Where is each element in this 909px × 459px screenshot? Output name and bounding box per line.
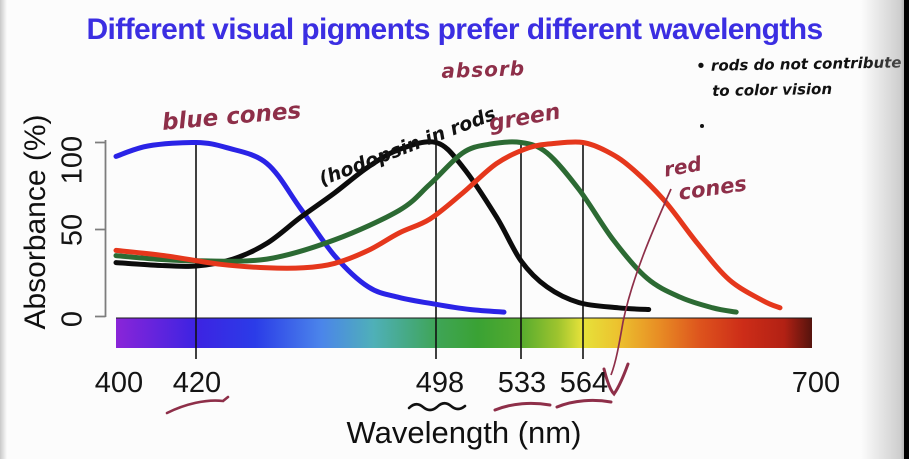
curve-red-cones	[113, 139, 783, 311]
spectrum-bar	[116, 318, 812, 348]
checkmark-564	[602, 362, 630, 397]
curve-green-cones	[113, 139, 739, 315]
x-tick-564: 564	[559, 367, 609, 399]
absorb-annotation: absorb	[441, 56, 526, 83]
right-edge-bar	[904, 0, 909, 459]
x-tick-498: 498	[415, 367, 465, 399]
right-edge-shade	[861, 0, 909, 459]
red-cones-pointer-line	[610, 188, 672, 376]
y-tick-50: 50	[56, 213, 89, 247]
peak-lines	[195, 142, 584, 359]
pigment-curves	[113, 139, 783, 315]
x-tick-420: 420	[172, 367, 222, 399]
y-axis	[95, 140, 107, 318]
rods-note-line2: to color vision	[712, 79, 833, 100]
underline-533	[493, 401, 552, 412]
underline-564	[555, 398, 613, 409]
x-tick-700: 700	[791, 367, 841, 399]
x-tick-400: 400	[94, 367, 144, 399]
squiggle-498	[407, 401, 467, 412]
curve-blue-cones	[113, 139, 507, 315]
underline-420	[165, 395, 230, 415]
y-tick-0: 0	[56, 310, 89, 328]
y-tick-100: 100	[56, 135, 89, 185]
x-axis-label: Wavelength (nm)	[346, 415, 582, 450]
y-axis-label: Absorbance (%)	[19, 114, 52, 330]
slide-title: Different visual pigments prefer differe…	[86, 13, 823, 46]
note-dot	[700, 124, 704, 128]
left-edge-shade	[0, 0, 7, 459]
x-tick-533: 533	[497, 367, 547, 399]
